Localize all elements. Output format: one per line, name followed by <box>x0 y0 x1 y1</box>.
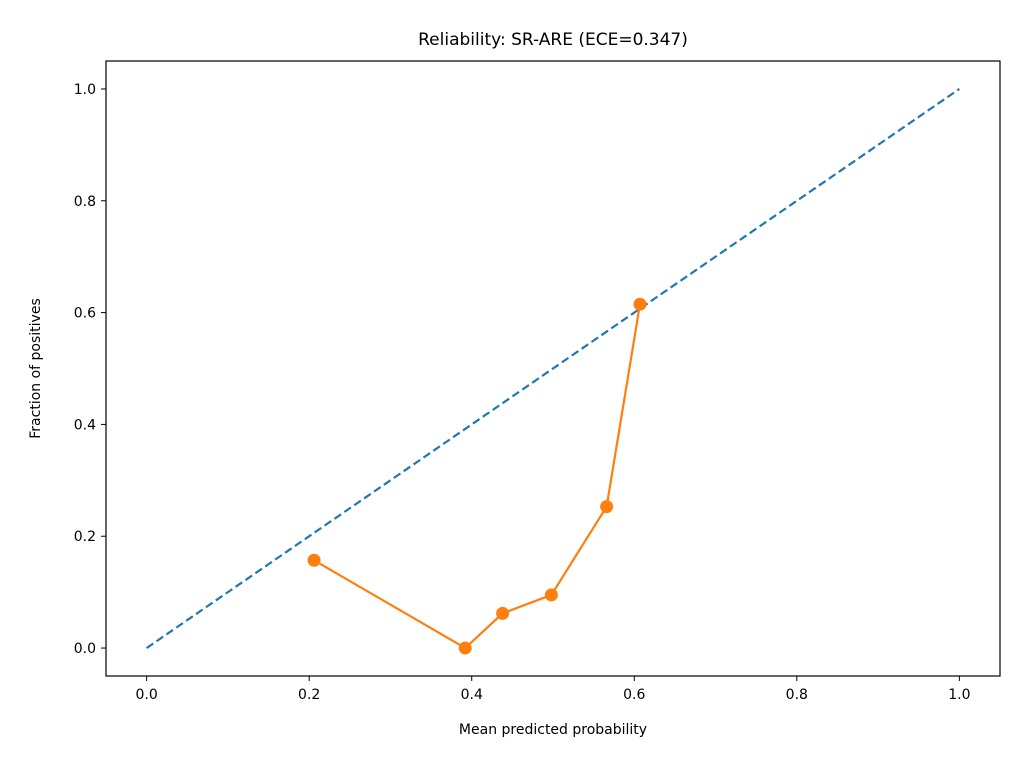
plot-frame <box>105 60 1001 677</box>
calibration-point <box>458 641 472 655</box>
y-tick-label: 0.8 <box>74 194 96 210</box>
x-tick-label: 0.6 <box>623 687 645 703</box>
x-tick-label: 0.2 <box>298 687 320 703</box>
calibration-point <box>307 553 321 567</box>
x-tick-label: 0.4 <box>461 687 483 703</box>
axes-layer: 0.0 0.2 0.4 0.6 0.8 1.0 0.0 0.2 0.4 0.6 0.8 1.0 <box>74 82 971 703</box>
x-axis-label: Mean predicted probability <box>459 722 647 738</box>
calibration-point <box>544 588 558 602</box>
y-tick-label: 1.0 <box>74 82 96 98</box>
x-tick-label: 0.8 <box>786 687 808 703</box>
x-tick-label: 1.0 <box>948 687 970 703</box>
y-tick-label: 0.4 <box>74 417 96 433</box>
y-tick-label: 0.6 <box>74 306 96 322</box>
calibration-point <box>600 500 614 514</box>
y-tick-label: 0.2 <box>74 529 96 545</box>
calibration-point <box>496 606 510 620</box>
x-tick-label: 0.0 <box>136 687 158 703</box>
perfect-calibration-line <box>146 88 960 649</box>
calibration-curve-line <box>313 304 642 650</box>
series-layer <box>146 88 960 655</box>
y-axis-label: Fraction of positives <box>28 298 44 439</box>
y-tick-label: 0.0 <box>74 641 96 657</box>
chart-title: Reliability: SR-ARE (ECE=0.347) <box>418 30 688 50</box>
calibration-point <box>633 297 647 311</box>
